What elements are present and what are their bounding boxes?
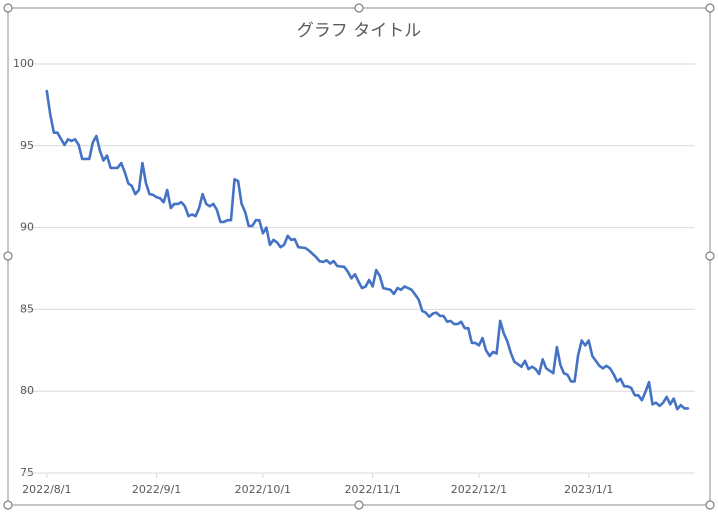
handle[interactable] [705, 251, 715, 261]
y-tick-label: 95 [20, 139, 34, 152]
handle[interactable] [3, 500, 13, 510]
handle[interactable] [3, 3, 13, 13]
chart-frame[interactable] [7, 7, 711, 506]
y-tick-label: 90 [20, 221, 34, 234]
handle[interactable] [705, 500, 715, 510]
selection-handles [3, 3, 715, 510]
x-tick-label: 2023/1/1 [564, 483, 613, 496]
handle[interactable] [354, 3, 364, 13]
y-tick-label: 100 [13, 57, 34, 70]
handle[interactable] [354, 500, 364, 510]
y-tick-label: 80 [20, 384, 34, 397]
x-tick-label: 2022/11/1 [344, 483, 400, 496]
handle[interactable] [705, 3, 715, 13]
x-tick-label: 2022/10/1 [235, 483, 291, 496]
x-tick-label: 2022/12/1 [451, 483, 507, 496]
handle[interactable] [3, 251, 13, 261]
x-tick-label: 2022/9/1 [132, 483, 181, 496]
chart-title: グラフ タイトル [297, 21, 421, 41]
y-tick-label: 85 [20, 302, 34, 315]
data-line [45, 89, 690, 411]
x-tick-label: 2022/8/1 [22, 483, 71, 496]
